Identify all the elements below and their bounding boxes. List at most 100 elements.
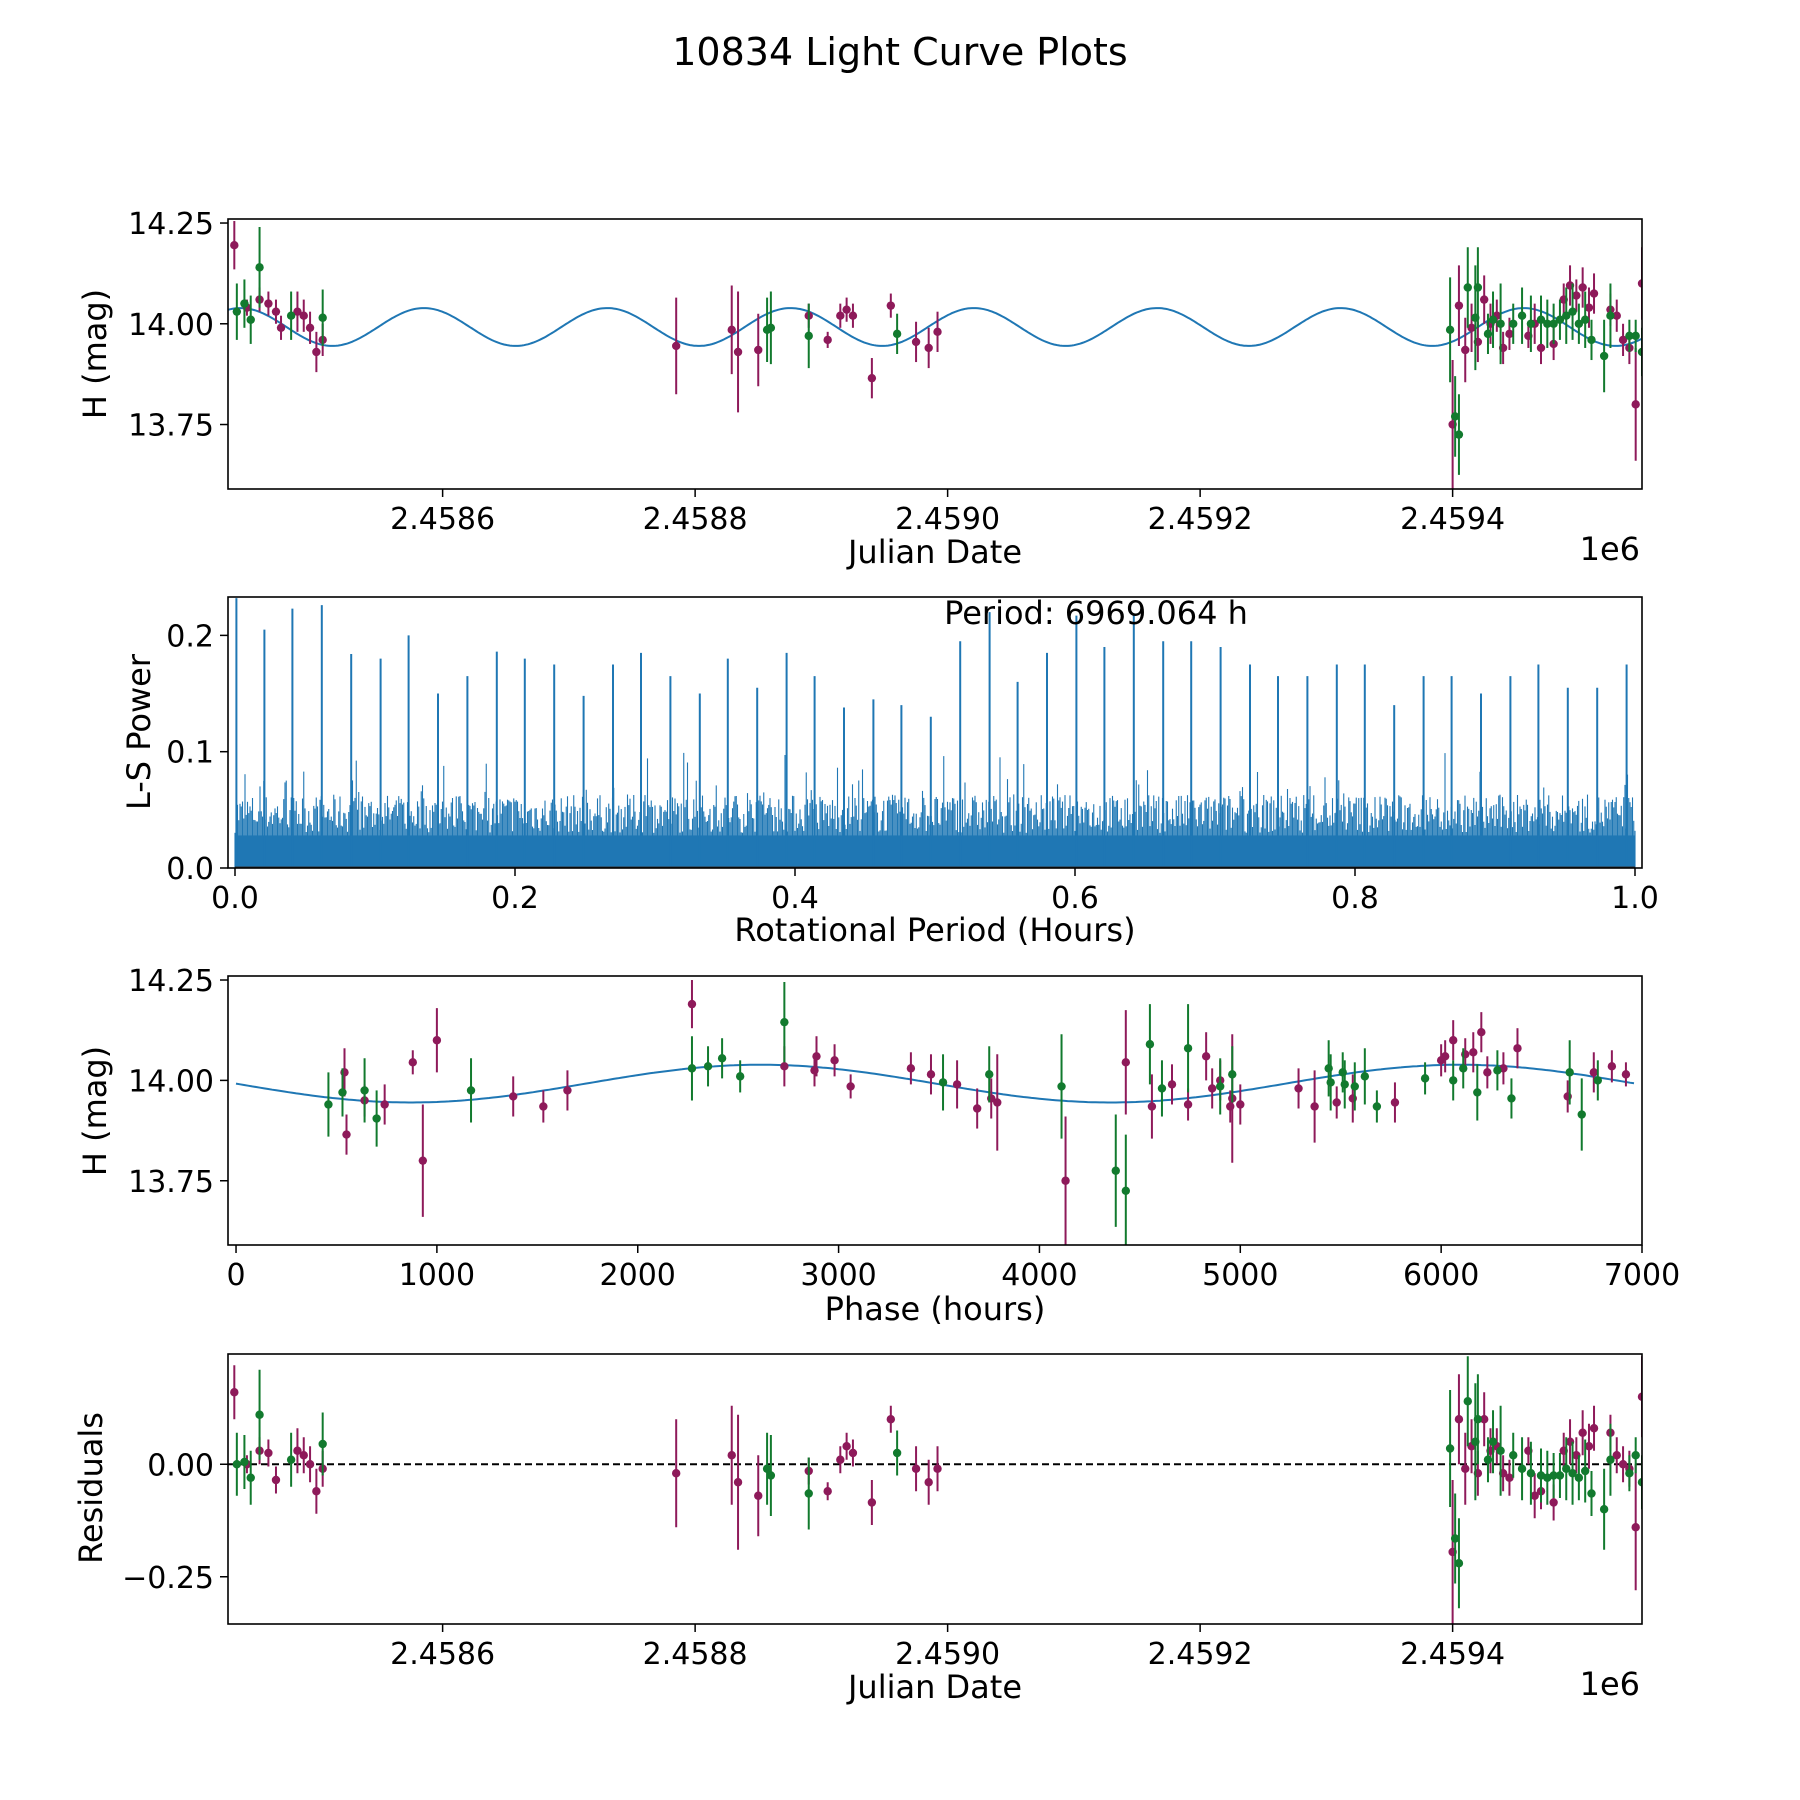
periodogram-x-ticks: 0.0 0.2 0.4 0.6 0.8 1.0 (211, 868, 1659, 916)
residuals-marks (228, 1356, 1642, 1624)
phased-curve-point (338, 1088, 347, 1097)
periodogram-x-tick-label: 1.0 (1611, 881, 1659, 916)
phased-curve-point (1607, 1062, 1617, 1071)
phased-curve-point (735, 1072, 745, 1081)
light-curve-point (842, 305, 851, 314)
residuals-point (318, 1439, 327, 1449)
light-curve-point (1578, 283, 1587, 292)
light-curve-point (230, 240, 239, 250)
phased-curve-x-tick-label: 6000 (1403, 1258, 1479, 1293)
light-curve-point (1509, 319, 1518, 328)
phased-curve-point (717, 1054, 727, 1063)
residuals-point (911, 1464, 921, 1473)
residuals-plot-area (227, 1353, 1643, 1625)
phased-curve-point (1513, 1044, 1522, 1053)
periodogram-x-tick-label: 0.2 (491, 881, 539, 916)
phased-curve-point (1228, 1070, 1237, 1079)
residuals-point (1505, 1473, 1514, 1482)
phased-curve-point (1061, 1176, 1070, 1185)
light-curve-y-ticks: 13.75 14.00 14.25 (128, 207, 228, 444)
phased-curve-point (342, 1130, 351, 1139)
phased-curve-point (563, 1086, 572, 1095)
light-curve-point (1606, 311, 1615, 320)
residuals-point (1637, 1392, 1642, 1401)
light-curve-point (867, 373, 877, 383)
residuals-point (1580, 1466, 1590, 1476)
light-curve-point (1526, 319, 1536, 328)
residuals-point (848, 1448, 858, 1458)
light-curve-point (727, 325, 736, 335)
light-curve-panel: 2.4586 2.4588 2.4590 2.4592 2.4594 13.75 14.0… (76, 207, 1643, 571)
periodogram-y-tick-label: 0.0 (166, 852, 214, 887)
residuals-point (1606, 1455, 1615, 1464)
phased-curve-point (1183, 1044, 1193, 1053)
residuals-point (246, 1473, 255, 1482)
residuals-point (271, 1475, 281, 1485)
light-curve-point (305, 323, 315, 333)
residuals-point (1463, 1397, 1472, 1406)
residuals-point (1496, 1446, 1505, 1455)
residuals-series-band-r (230, 1356, 1642, 1624)
light-curve-point (1631, 331, 1640, 341)
periodogram-y-tick-label: 0.2 (166, 619, 214, 654)
phased-curve-point (1483, 1068, 1492, 1077)
light-curve-point (886, 301, 896, 310)
phased-curve-x-label: Phase (hours) (825, 1290, 1046, 1328)
phased-curve-y-tick-label: 13.75 (128, 1165, 214, 1200)
phased-curve-point (1507, 1094, 1516, 1103)
phased-curve-point (1207, 1084, 1217, 1093)
light-curve-point (299, 311, 308, 320)
phased-curve-point (780, 1062, 789, 1071)
light-curve-point (264, 299, 273, 308)
light-curve-point (1599, 351, 1609, 361)
light-curve-point (1496, 319, 1505, 328)
phased-curve-point (952, 1080, 962, 1089)
residuals-point (766, 1471, 776, 1480)
light-curve-point (823, 335, 832, 345)
phased-curve-point (509, 1092, 518, 1101)
residuals-point (1555, 1471, 1565, 1480)
light-curve-point (1536, 315, 1546, 324)
residuals-point (1625, 1469, 1634, 1478)
residuals-point (312, 1487, 321, 1496)
residuals-point (1445, 1444, 1455, 1453)
residuals-x-ticks: 2.4586 2.4588 2.4590 2.4592 2.4594 (390, 1624, 1505, 1672)
residuals-point (1454, 1559, 1464, 1568)
phased-curve-point (812, 1052, 821, 1061)
phased-curve-point (687, 1064, 697, 1073)
phased-curve-point (380, 1100, 389, 1109)
figure-title: 10834 Light Curve Plots (672, 30, 1127, 74)
phased-curve-point (360, 1086, 369, 1095)
phased-curve-point (1167, 1080, 1177, 1089)
residuals-x-tick-label: 2.4588 (643, 1637, 748, 1672)
residuals-point (1536, 1471, 1546, 1480)
residuals-point (836, 1455, 845, 1464)
light-curve-point (318, 313, 327, 322)
residuals-point (671, 1469, 681, 1478)
light-curve-series-band-g (232, 227, 1642, 475)
phased-curve-point (926, 1070, 936, 1079)
residuals-point (1530, 1491, 1539, 1500)
residuals-point (1587, 1489, 1596, 1498)
light-curve-point (911, 337, 921, 347)
phased-curve-point (1565, 1068, 1574, 1077)
phased-curve-point (1183, 1100, 1193, 1109)
residuals-x-tick-label: 2.4590 (895, 1637, 1000, 1672)
light-curve-x-offset: 1e6 (1580, 530, 1640, 568)
light-curve-x-tick-label: 2.4594 (1400, 502, 1505, 537)
light-curve-point (1549, 319, 1558, 328)
residuals-point (299, 1451, 308, 1460)
residuals-point (1473, 1415, 1483, 1424)
light-curve-x-tick-label: 2.4590 (895, 502, 1000, 537)
phased-curve-x-tick-label: 3000 (800, 1258, 876, 1293)
phased-curve-point (1372, 1102, 1382, 1111)
residuals-point (1549, 1471, 1558, 1480)
residuals-point (754, 1491, 763, 1500)
light-curve-point (240, 299, 249, 308)
light-curve-point (1479, 295, 1489, 304)
light-curve-series-band-r (230, 221, 1642, 489)
light-curve-point (255, 263, 264, 272)
periodogram-marks (234, 598, 1636, 868)
phased-curve-point (1448, 1076, 1458, 1085)
